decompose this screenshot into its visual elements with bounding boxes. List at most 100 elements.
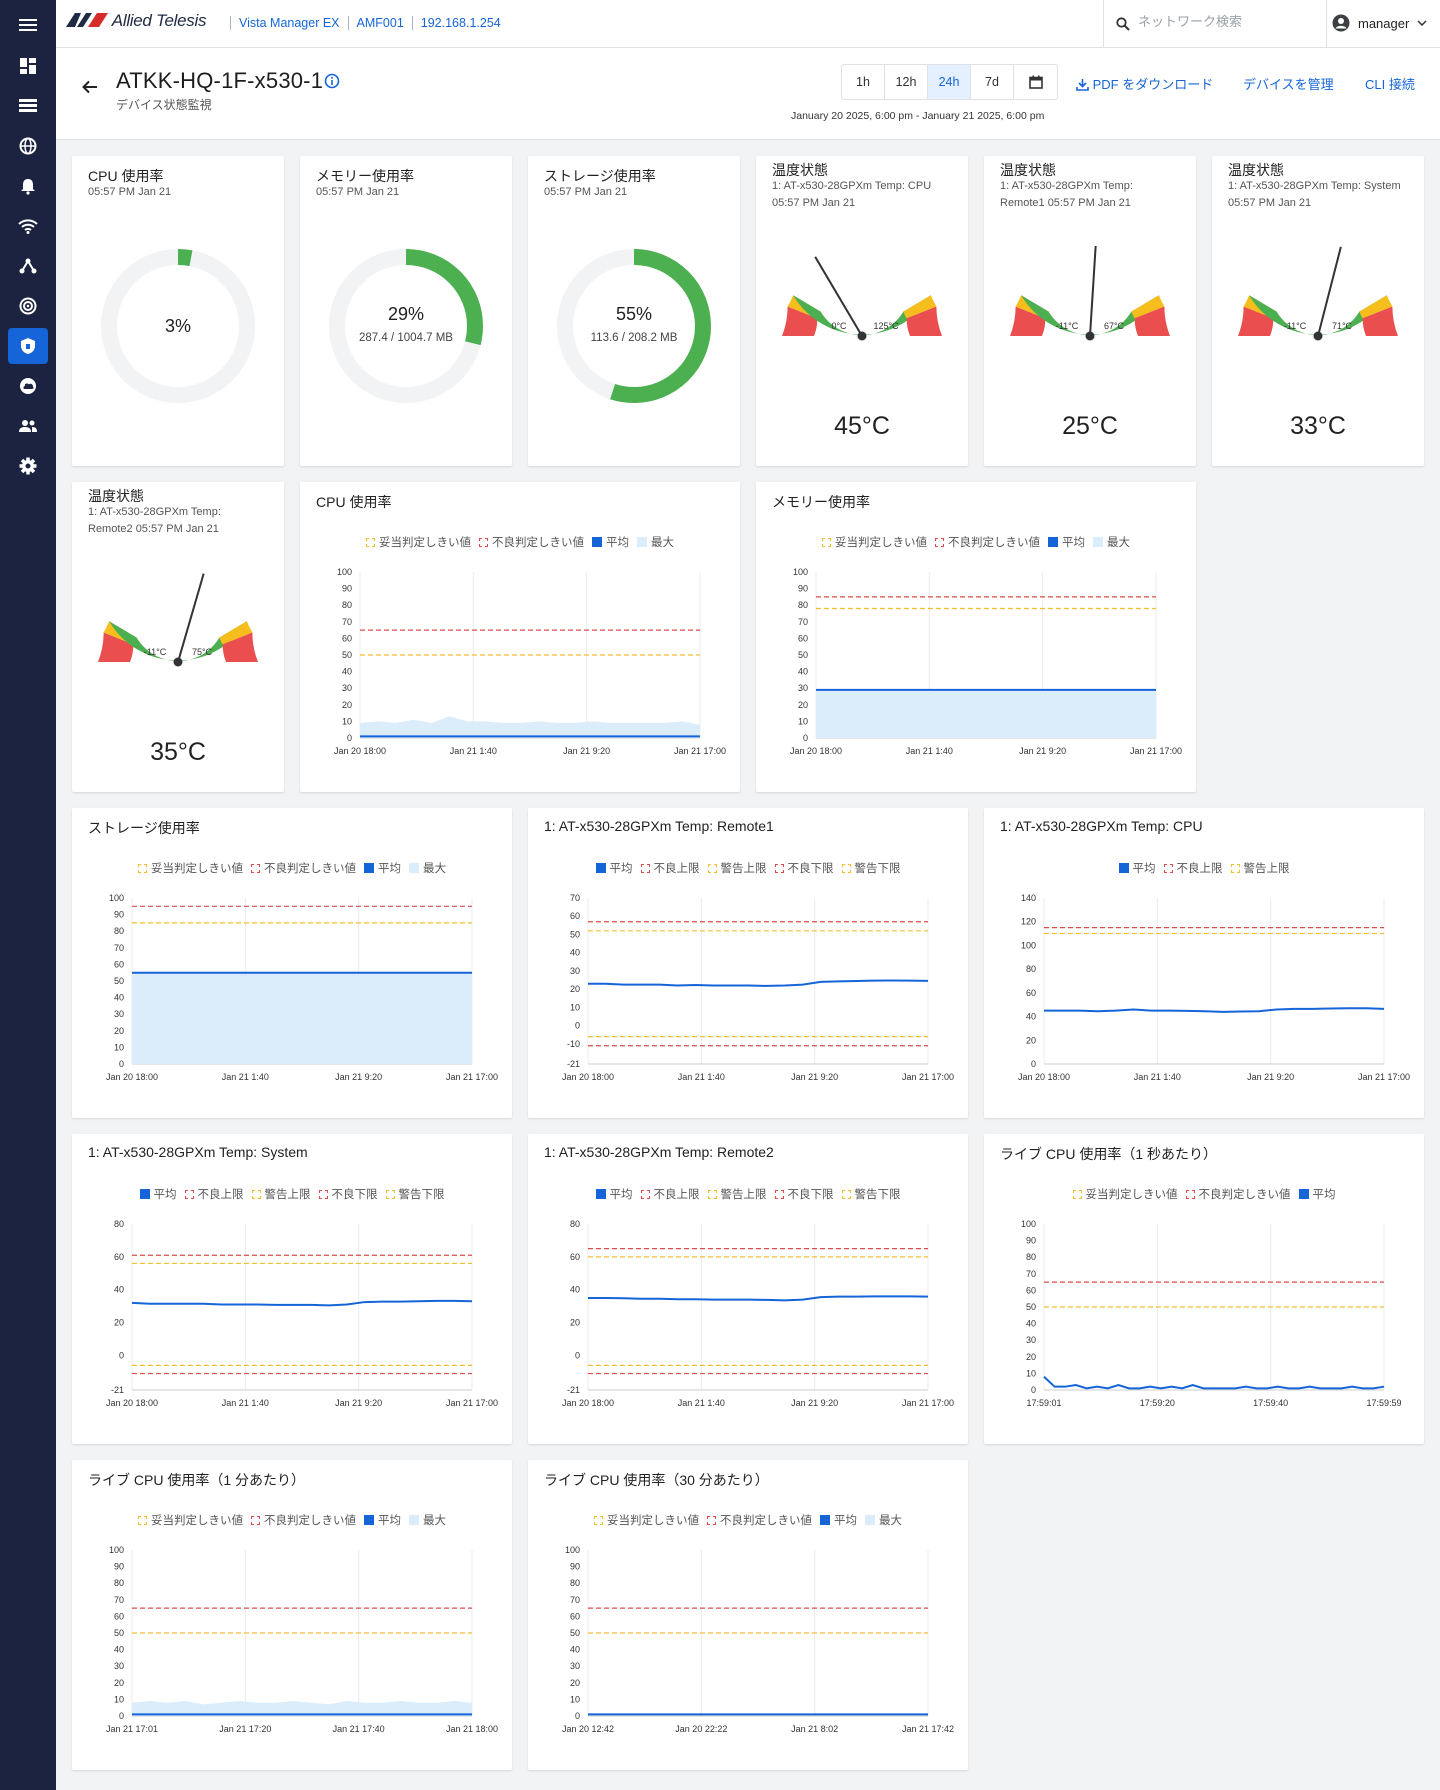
cli-connect-link[interactable]: CLI 接続 [1365,77,1415,92]
legend-item[interactable]: 不良判定しきい値 [707,1512,812,1528]
legend-item[interactable]: 警告下限 [385,1186,445,1202]
legend-item[interactable]: 不良判定しきい値 [251,1512,356,1528]
legend-swatch [774,863,784,873]
legend-item[interactable]: 平均 [364,1512,401,1528]
legend-item[interactable]: 平均 [1118,860,1156,876]
menu-icon[interactable] [8,7,48,43]
legend-item[interactable]: 最大 [637,534,674,550]
y-tick-label: 20 [798,700,808,710]
x-tick-label: Jan 21 17:00 [1130,746,1182,756]
legend-item[interactable]: 平均 [139,1186,177,1202]
legend-item[interactable]: 不良下限 [774,1186,834,1202]
donut-detail: 113.6 / 208.2 MB [590,332,678,344]
legend-label: 警告上限 [1243,863,1290,875]
legend-label: 最大 [879,1515,902,1527]
legend-item[interactable]: 最大 [865,1512,902,1528]
list-icon[interactable] [8,88,48,124]
legend-item[interactable]: 不良上限 [184,1186,244,1202]
cloud-icon[interactable] [8,368,48,404]
top-bar: Allied Telesis Vista Manager EX AMF001 1… [56,0,1440,48]
users-icon[interactable] [8,408,48,444]
x-tick-label: Jan 20 18:00 [1018,1072,1070,1082]
topology-icon[interactable] [8,248,48,284]
calendar-button[interactable] [1014,65,1057,99]
settings-icon[interactable] [8,448,48,484]
product-link[interactable]: Vista Manager EX [230,16,348,30]
legend-item[interactable]: 警告下限 [841,1186,901,1202]
legend-item[interactable]: 妥当判定しきい値 [366,534,471,550]
legend-item[interactable]: 警告上限 [707,860,767,876]
y-tick-label: 60 [1026,1285,1036,1295]
legend-item[interactable]: 平均 [820,1512,857,1528]
globe-icon[interactable] [8,128,48,164]
legend-item[interactable]: 妥当判定しきい値 [1072,1186,1178,1202]
user-name: manager [1358,15,1410,31]
brand-logo[interactable]: Allied Telesis [66,11,206,31]
legend-label: 不良下限 [787,863,834,875]
legend-item[interactable]: 最大 [1093,534,1130,550]
amf-link[interactable]: AMF001 [347,16,412,30]
range-24h[interactable]: 24h [928,65,971,99]
legend-item[interactable]: 妥当判定しきい値 [822,534,927,550]
manage-device-link[interactable]: デバイスを管理 [1243,77,1334,92]
y-tick-label: 40 [114,1645,124,1655]
wifi-icon[interactable] [8,208,48,244]
legend-item[interactable]: 警告上限 [251,1186,311,1202]
date-range-text: January 20 2025, 6:00 pm - January 21 20… [791,110,1045,122]
legend-swatch [707,1515,716,1525]
ip-link[interactable]: 192.168.1.254 [411,16,509,30]
legend-item[interactable]: 平均 [364,860,401,876]
gauge-normal-band [109,621,247,662]
y-tick-label: 40 [1026,1012,1036,1022]
legend-item[interactable]: 平均 [592,534,629,550]
legend-item[interactable]: 不良下限 [774,860,834,876]
radar-icon[interactable] [8,288,48,324]
gauge-max-label: 125°C [873,321,899,331]
info-icon[interactable] [324,73,340,89]
legend-item[interactable]: 最大 [409,1512,446,1528]
donut-detail: 287.4 / 1004.7 MB [359,332,453,344]
legend-label: 不良判定しきい値 [720,1515,812,1527]
dashboard-icon[interactable] [8,48,48,84]
legend-item[interactable]: 不良判定しきい値 [1185,1186,1291,1202]
range-1h[interactable]: 1h [842,65,885,99]
legend-item[interactable]: 不良判定しきい値 [479,534,584,550]
legend-item[interactable]: 最大 [409,860,446,876]
y-tick-label: 90 [114,910,124,920]
y-tick-label: 60 [570,911,580,921]
legend-item[interactable]: 警告上限 [707,1186,767,1202]
back-arrow-icon[interactable] [82,80,98,94]
legend-item[interactable]: 平均 [595,860,633,876]
legend-swatch [139,1189,150,1199]
search-input[interactable] [1138,14,1318,29]
legend-item[interactable]: 不良上限 [1163,860,1223,876]
legend-item[interactable]: 平均 [1298,1186,1336,1202]
legend-label: 妥当判定しきい値 [607,1515,699,1527]
legend-item[interactable]: 妥当判定しきい値 [138,860,243,876]
user-menu[interactable]: manager [1332,14,1427,32]
card-title: 温度状態 [88,488,144,504]
legend-item[interactable]: 不良下限 [318,1186,378,1202]
card-timestamp: 05:57 PM Jan 21 [316,186,400,198]
y-tick-label: 120 [1021,917,1036,927]
legend-item[interactable]: 不良判定しきい値 [251,860,356,876]
legend-item[interactable]: 不良上限 [640,860,700,876]
donut-chart [557,249,711,403]
alarm-icon[interactable] [8,168,48,204]
range-12h[interactable]: 12h [885,65,928,99]
range-7d[interactable]: 7d [971,65,1014,99]
download-pdf-button[interactable]: PDF をダウンロード [1076,74,1213,93]
legend-item[interactable]: 妥当判定しきい値 [138,1512,243,1528]
search-icon [1116,17,1130,31]
legend-item[interactable]: 警告上限 [1230,860,1290,876]
x-tick-label: Jan 21 17:00 [446,1398,498,1408]
legend-item[interactable]: 警告下限 [841,860,901,876]
legend-item[interactable]: 不良上限 [640,1186,700,1202]
legend-item[interactable]: 不良判定しきい値 [935,534,1040,550]
legend-item[interactable]: 平均 [1048,534,1085,550]
security-icon[interactable] [8,328,48,364]
legend-item[interactable]: 妥当判定しきい値 [594,1512,699,1528]
legend-item[interactable]: 平均 [595,1186,633,1202]
chart-svg: -21 -10 0 10 20 30 40 50 60 70 Jan 20 18:00 Jan 21 … [562,893,954,1082]
legend-label: 妥当判定しきい値 [1085,1189,1178,1201]
